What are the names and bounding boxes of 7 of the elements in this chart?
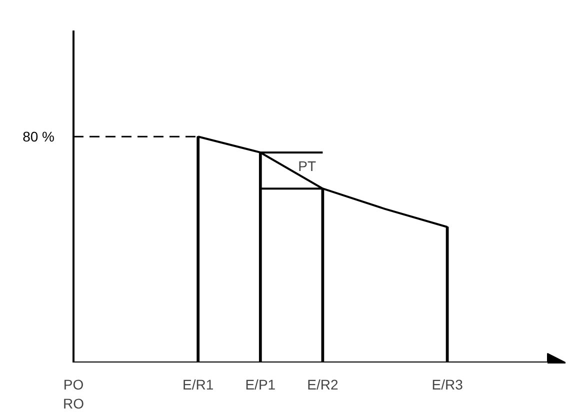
x-tick-label: E/P1 <box>245 376 276 392</box>
x-tick-label: E/R2 <box>307 376 338 392</box>
annotation: 80 % <box>22 128 55 145</box>
annotation: PT <box>298 158 317 174</box>
x-tick-label: E/R1 <box>182 376 214 392</box>
x-tick-label: E/R3 <box>432 376 464 392</box>
x-tick-label: PO RO <box>63 376 84 412</box>
